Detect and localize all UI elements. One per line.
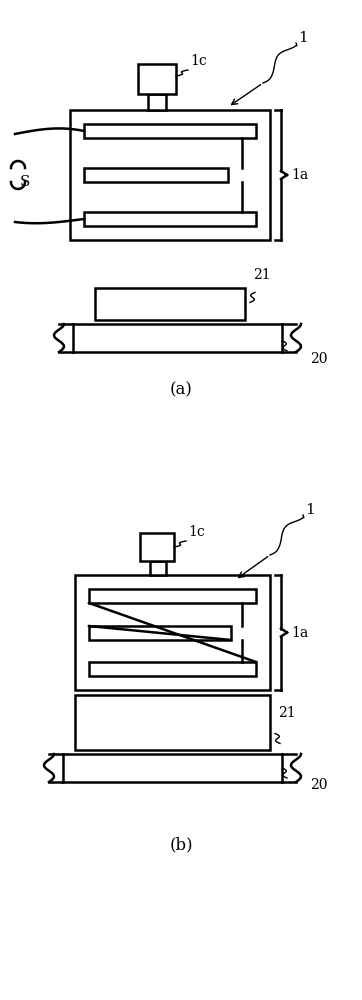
Bar	[84, 168, 228, 182]
Bar	[75, 575, 270, 690]
Text: 20: 20	[310, 352, 328, 366]
Text: 1a: 1a	[291, 626, 308, 640]
Text: (b): (b)	[169, 836, 193, 854]
Text: S: S	[20, 175, 30, 189]
Text: 20: 20	[310, 778, 328, 792]
Bar	[89, 589, 256, 603]
Bar	[84, 124, 256, 138]
Bar	[140, 533, 174, 561]
Text: 21: 21	[253, 268, 271, 282]
Bar	[89, 626, 231, 640]
Bar	[148, 94, 166, 110]
Text: 1: 1	[298, 31, 308, 45]
Bar	[150, 561, 166, 575]
Bar	[95, 288, 245, 320]
Bar	[89, 662, 256, 676]
Text: 1c: 1c	[188, 525, 205, 539]
Text: (a): (a)	[169, 381, 193, 398]
Text: 1: 1	[305, 503, 315, 517]
Text: 1a: 1a	[291, 168, 308, 182]
Bar	[138, 64, 176, 94]
Bar	[84, 212, 256, 226]
Text: 1c: 1c	[190, 54, 207, 68]
Bar	[70, 110, 270, 240]
Text: 21: 21	[278, 706, 296, 720]
Bar	[75, 695, 270, 750]
